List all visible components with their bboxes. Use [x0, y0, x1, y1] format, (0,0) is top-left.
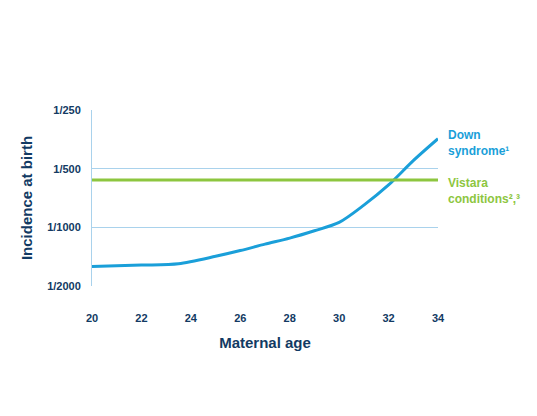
svg-text:30: 30	[333, 312, 345, 324]
svg-text:1/2000: 1/2000	[47, 280, 81, 292]
svg-text:20: 20	[86, 312, 98, 324]
svg-text:24: 24	[185, 312, 198, 324]
svg-text:1/250: 1/250	[53, 104, 81, 116]
svg-text:1/1000: 1/1000	[47, 221, 81, 233]
svg-text:34: 34	[432, 312, 445, 324]
svg-text:Incidence at birth: Incidence at birth	[18, 136, 35, 260]
svg-text:22: 22	[135, 312, 147, 324]
svg-text:Maternal age: Maternal age	[219, 334, 311, 351]
svg-text:26: 26	[234, 312, 246, 324]
svg-text:Downsyndrome¹: Downsyndrome¹	[448, 128, 509, 158]
svg-text:28: 28	[284, 312, 296, 324]
svg-text:Vistaraconditions²,³: Vistaraconditions²,³	[448, 176, 520, 206]
svg-text:1/500: 1/500	[53, 163, 81, 175]
svg-text:32: 32	[382, 312, 394, 324]
